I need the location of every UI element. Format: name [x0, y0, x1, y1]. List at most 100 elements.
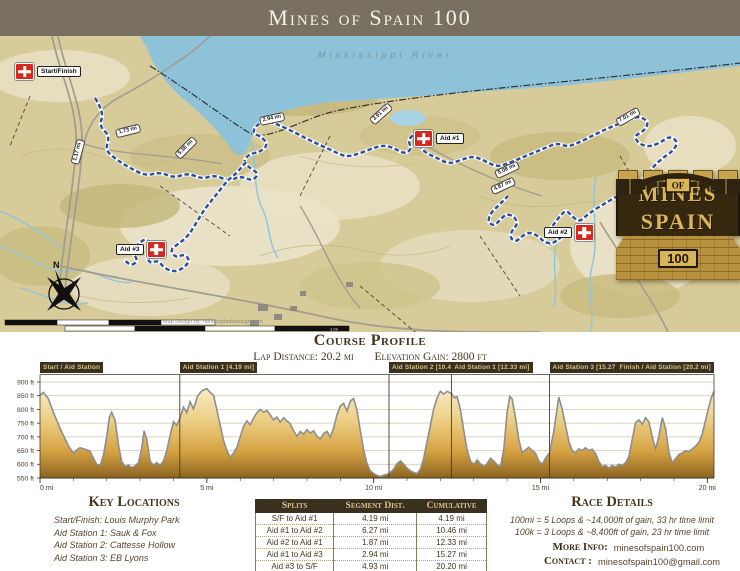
- splits-cell: 15.27 mi: [416, 548, 487, 561]
- table-row: Aid #3 to S/F 4.93 mi 20.20 mi: [254, 560, 487, 571]
- station-label: Aid Station 1 [4.19 mi]: [179, 362, 258, 373]
- contact-value: minesofspain100.com: [613, 543, 705, 553]
- elevation-gain: Elevation Gain: 2800 ft: [374, 351, 487, 363]
- splits-cell: Aid #1 to Aid #2: [254, 524, 335, 537]
- x-axis-label: 20 mi: [699, 485, 717, 491]
- x-axis-label: 0 mi: [40, 485, 54, 491]
- page-title: Mines of Spain 100: [268, 5, 472, 30]
- table-row: S/F to Aid #1 4.19 mi 4.19 mi: [254, 512, 487, 525]
- key-locations-list: Start/Finish: Louis Murphy Park Aid Stati…: [18, 514, 250, 564]
- contact-row: Contact : minesofspain100@gmail.com: [488, 555, 736, 569]
- station-label: Aid Station 2 [10.46 mi]: [389, 362, 471, 373]
- splits-cell: 10.46 mi: [416, 524, 487, 537]
- course-profile-title: Course Profile: [313, 332, 427, 349]
- aid-station-marker: Start/Finish: [15, 63, 81, 80]
- key-location-item: Aid Station 2: Cattesse Hollow: [54, 540, 176, 550]
- race-logo: MINES OF SPAIN 100: [616, 170, 740, 332]
- table-row: Aid #2 to Aid #1 1.87 mi 12.33 mi: [254, 536, 487, 549]
- contact-label: More Info:: [552, 541, 608, 553]
- elevation-chart-canvas: 900 ft 850 ft 800 ft 750 ft 700 ft 650 ft 600 …: [17, 374, 717, 492]
- aid-station-label: Aid #2: [544, 226, 572, 239]
- course-map: N 1 mi 1 mi Mississippi River Start/Finish…: [0, 36, 740, 332]
- map-credit: Map Design by: hansonphotodesign.com: [163, 319, 263, 325]
- race-details-title: Race Details: [571, 494, 653, 510]
- logo-text-100: 100: [658, 248, 698, 268]
- splits-header-row: Splits Segment Dist. Cumulative: [254, 499, 487, 513]
- elevation-line: [39, 387, 715, 478]
- compass-rose-icon: N: [47, 260, 81, 311]
- race-details-section: Race Details 100mi = 5 Loops & ~14,000ft…: [488, 494, 736, 568]
- course-profile-header: Course Profile Lap Distance: 20.2 mi Ele…: [0, 332, 740, 363]
- x-axis-label: 5 mi: [200, 485, 214, 491]
- svg-text:N: N: [53, 260, 60, 270]
- splits-cell: 4.19 mi: [333, 512, 418, 525]
- contact-value: minesofspain100@gmail.com: [597, 556, 721, 567]
- splits-cell: 12.33 mi: [416, 536, 487, 549]
- aid-station-label: Aid #1: [436, 132, 464, 145]
- y-axis-label: 550 ft: [17, 475, 34, 482]
- key-locations-title: Key Locations: [88, 494, 180, 510]
- splits-cell: 4.19 mi: [416, 512, 487, 525]
- footer-columns: Key Locations Start/Finish: Louis Murphy…: [0, 491, 740, 571]
- y-axis-label: 600 ft: [17, 462, 34, 469]
- contact-label: Contact :: [543, 554, 592, 567]
- station-label: Aid Station 1 [12.33 mi]: [451, 362, 533, 373]
- aid-station-marker: Aid #2: [544, 224, 594, 241]
- splits-cell: S/F to Aid #1: [254, 512, 335, 525]
- key-location-item: Start/Finish: Louis Murphy Park: [54, 515, 180, 525]
- first-aid-cross-icon: [574, 224, 594, 241]
- key-locations-section: Key Locations Start/Finish: Louis Murphy…: [18, 494, 250, 564]
- station-label: Start / Aid Station: [40, 362, 104, 373]
- race-details-lines: 100mi = 5 Loops & ~14,000ft of gain, 33 …: [488, 514, 736, 538]
- scale-bar: 1 mi 1 mi: [4, 319, 350, 331]
- table-row: Aid #1 to Aid #2 6.27 mi 10.46 mi: [254, 524, 487, 537]
- logo-text-spain: SPAIN: [616, 207, 740, 236]
- svg-text:1 mi: 1 mi: [330, 326, 338, 331]
- aid-station-label: Aid #3: [116, 243, 144, 256]
- splits-cell: 6.27 mi: [333, 524, 418, 537]
- splits-column-header: Splits: [254, 499, 335, 513]
- station-label: Finish / Aid Station [20.2 mi]: [616, 362, 714, 373]
- elevation-area: [40, 388, 714, 478]
- header-banner: Mines of Spain 100: [0, 0, 740, 36]
- x-axis-label: 15 mi: [532, 485, 550, 491]
- y-axis-label: 850 ft: [17, 393, 34, 400]
- splits-cell: 4.93 mi: [333, 560, 418, 571]
- splits-cell: 20.20 mi: [416, 560, 487, 571]
- key-location-item: Aid Station 1: Sauk & Fox: [54, 527, 157, 538]
- aid-station-marker: Aid #3: [116, 241, 166, 258]
- first-aid-cross-icon: [15, 63, 34, 80]
- table-row: Aid #1 to Aid #3 2.94 mi 15.27 mi: [254, 548, 487, 561]
- race-detail-line: 100mi = 5 Loops & ~14,000ft of gain, 33 …: [510, 515, 714, 525]
- splits-column-header: Cumulative: [416, 499, 487, 513]
- splits-cell: Aid #1 to Aid #3: [254, 548, 335, 561]
- contact-row: More Info: minesofspain100.com: [488, 541, 736, 555]
- aid-station-marker: Aid #1: [414, 130, 464, 147]
- y-axis-label: 900 ft: [17, 379, 34, 386]
- splits-section: Splits Segment Dist. Cumulative S/F to Aid…: [254, 499, 487, 571]
- elevation-chart: 900 ft 850 ft 800 ft 750 ft 700 ft 650 ft 600 …: [0, 360, 740, 492]
- splits-cell: 2.94 mi: [333, 548, 418, 561]
- svg-text:1 mi: 1 mi: [188, 320, 196, 325]
- race-contact-info: More Info: minesofspain100.com Contact : mi…: [488, 541, 736, 568]
- y-axis-label: 800 ft: [17, 407, 34, 414]
- lap-distance: Lap Distance: 20.2 mi: [253, 351, 354, 363]
- station-label: Aid Station 3 [15.27 mi]: [549, 362, 631, 373]
- logo-bridge-icon: OF: [616, 173, 740, 197]
- key-location-item: Aid Station 3: EB Lyons: [54, 552, 149, 563]
- y-axis-label: 650 ft: [17, 448, 34, 455]
- first-aid-cross-icon: [414, 130, 433, 147]
- river-label: Mississippi River: [318, 50, 454, 60]
- y-axis-label: 750 ft: [17, 421, 34, 428]
- y-axis-label: 700 ft: [17, 434, 34, 441]
- splits-cell: Aid #2 to Aid #1: [254, 536, 335, 549]
- race-detail-line: 100k = 3 Loops & ~8,400ft of gain, 23 hr…: [514, 527, 710, 537]
- svg-text:OF: OF: [672, 181, 685, 191]
- splits-cell: 1.87 mi: [333, 536, 418, 549]
- aid-station-label: Start/Finish: [37, 65, 81, 78]
- first-aid-cross-icon: [146, 241, 166, 258]
- course-profile-subtitle: Lap Distance: 20.2 mi Elevation Gain: 28…: [0, 351, 740, 363]
- x-axis-label: 10 mi: [365, 485, 383, 491]
- logo-base: 100: [616, 236, 740, 280]
